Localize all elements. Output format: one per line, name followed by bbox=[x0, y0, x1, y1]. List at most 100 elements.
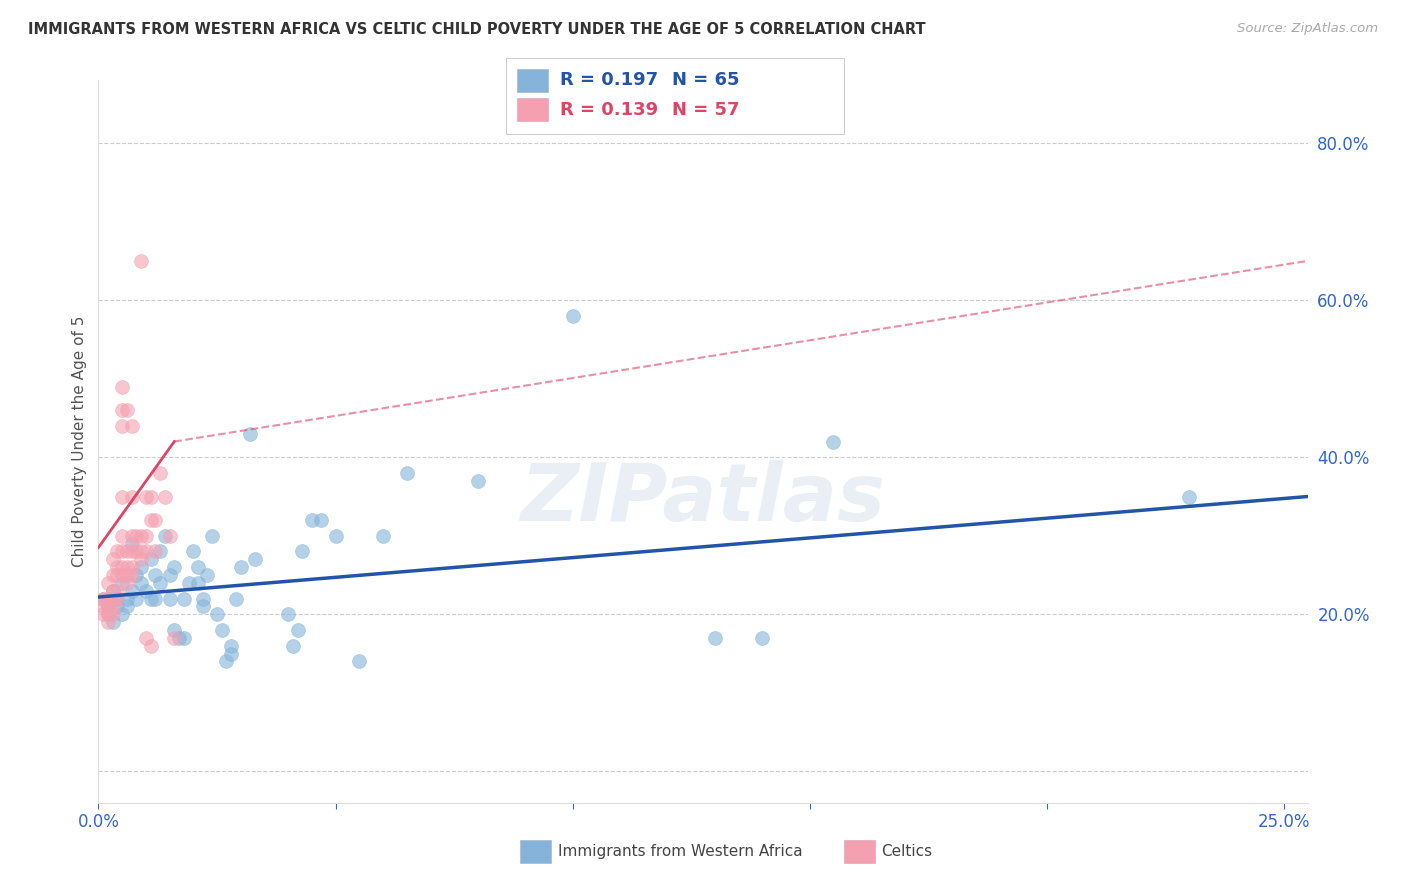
Point bbox=[115, 568, 138, 582]
Point bbox=[219, 647, 242, 661]
Point bbox=[111, 403, 134, 417]
Point bbox=[143, 568, 166, 582]
Point bbox=[115, 591, 138, 606]
Point bbox=[125, 568, 148, 582]
Point bbox=[115, 575, 138, 590]
Point bbox=[143, 544, 166, 558]
Point bbox=[115, 544, 138, 558]
Point bbox=[205, 607, 228, 622]
Point bbox=[159, 591, 181, 606]
Point bbox=[101, 591, 124, 606]
Point bbox=[111, 490, 134, 504]
Point bbox=[153, 529, 176, 543]
Point bbox=[197, 568, 219, 582]
Point bbox=[115, 560, 138, 574]
Point bbox=[121, 560, 143, 574]
Point bbox=[121, 418, 143, 433]
Point bbox=[115, 599, 138, 614]
Point bbox=[201, 529, 224, 543]
Point bbox=[121, 529, 143, 543]
Point bbox=[277, 607, 299, 622]
Point bbox=[111, 575, 134, 590]
Point bbox=[139, 639, 162, 653]
Point bbox=[91, 591, 114, 606]
Text: IMMIGRANTS FROM WESTERN AFRICA VS CELTIC CHILD POVERTY UNDER THE AGE OF 5 CORREL: IMMIGRANTS FROM WESTERN AFRICA VS CELTIC… bbox=[28, 22, 925, 37]
Point bbox=[173, 631, 195, 645]
Point bbox=[97, 575, 120, 590]
Point bbox=[211, 623, 233, 637]
Point bbox=[167, 631, 190, 645]
Point bbox=[561, 309, 583, 323]
Point bbox=[371, 529, 394, 543]
Point bbox=[139, 513, 162, 527]
Point bbox=[395, 466, 418, 480]
Point bbox=[325, 529, 347, 543]
Point bbox=[101, 568, 124, 582]
Point bbox=[163, 560, 186, 574]
Point bbox=[97, 607, 120, 622]
Point bbox=[347, 655, 370, 669]
Point bbox=[129, 253, 152, 268]
Point bbox=[111, 418, 134, 433]
Point bbox=[187, 560, 209, 574]
Point bbox=[149, 575, 172, 590]
Point bbox=[159, 529, 181, 543]
Point bbox=[135, 490, 157, 504]
Point bbox=[225, 591, 247, 606]
Point bbox=[163, 623, 186, 637]
Point bbox=[97, 607, 120, 622]
Point bbox=[129, 575, 152, 590]
Point bbox=[243, 552, 266, 566]
Text: R = 0.139: R = 0.139 bbox=[560, 101, 658, 119]
Point bbox=[149, 544, 172, 558]
Text: R = 0.197: R = 0.197 bbox=[560, 71, 658, 89]
Point bbox=[121, 583, 143, 598]
Point bbox=[105, 568, 128, 582]
Point bbox=[129, 544, 152, 558]
Point bbox=[173, 591, 195, 606]
Point bbox=[129, 552, 152, 566]
Point bbox=[143, 591, 166, 606]
Point bbox=[121, 568, 143, 582]
Point bbox=[139, 490, 162, 504]
Point bbox=[135, 583, 157, 598]
Point bbox=[91, 599, 114, 614]
Point bbox=[135, 529, 157, 543]
Point bbox=[97, 599, 120, 614]
Point bbox=[159, 568, 181, 582]
Text: Immigrants from Western Africa: Immigrants from Western Africa bbox=[558, 845, 803, 859]
Point bbox=[219, 639, 242, 653]
Point bbox=[101, 607, 124, 622]
Point bbox=[139, 591, 162, 606]
Point bbox=[703, 631, 725, 645]
Point bbox=[121, 544, 143, 558]
Point bbox=[105, 583, 128, 598]
Point bbox=[129, 560, 152, 574]
Point bbox=[121, 490, 143, 504]
Point bbox=[125, 544, 148, 558]
Point bbox=[97, 591, 120, 606]
Point bbox=[191, 599, 214, 614]
Point bbox=[105, 560, 128, 574]
Point bbox=[105, 544, 128, 558]
Point bbox=[135, 544, 157, 558]
Point bbox=[91, 591, 114, 606]
Point bbox=[105, 591, 128, 606]
Point bbox=[1178, 490, 1201, 504]
Point bbox=[149, 466, 172, 480]
Point bbox=[111, 529, 134, 543]
Point bbox=[105, 599, 128, 614]
Point bbox=[97, 615, 120, 630]
Point bbox=[139, 552, 162, 566]
Text: ZIPatlas: ZIPatlas bbox=[520, 460, 886, 539]
Point bbox=[135, 631, 157, 645]
Point bbox=[101, 552, 124, 566]
Point bbox=[105, 591, 128, 606]
Point bbox=[163, 631, 186, 645]
Y-axis label: Child Poverty Under the Age of 5: Child Poverty Under the Age of 5 bbox=[72, 316, 87, 567]
Point bbox=[181, 544, 204, 558]
Point bbox=[101, 583, 124, 598]
Text: Source: ZipAtlas.com: Source: ZipAtlas.com bbox=[1237, 22, 1378, 36]
Point bbox=[111, 607, 134, 622]
Point bbox=[101, 615, 124, 630]
